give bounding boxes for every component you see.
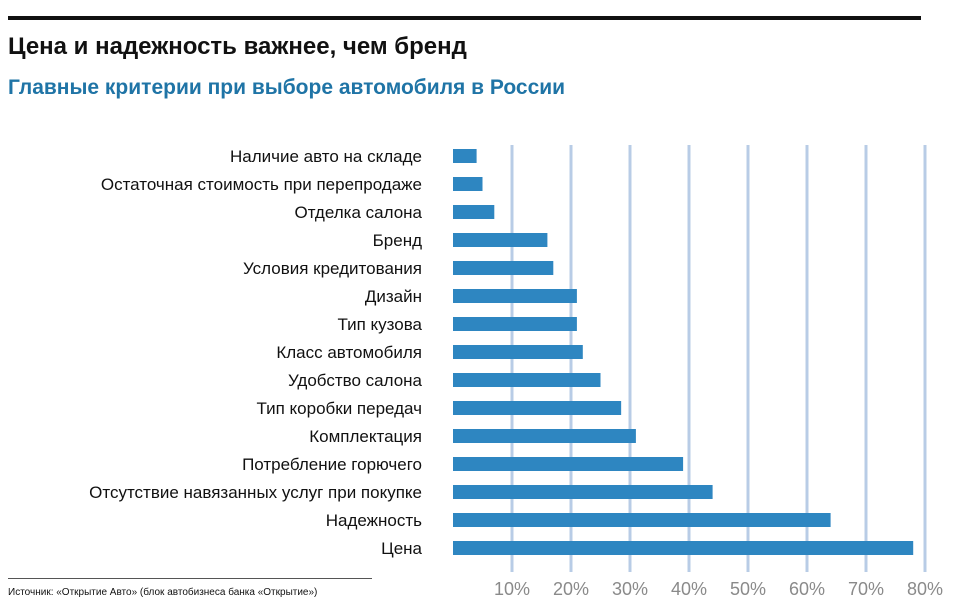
footnote-rule bbox=[8, 578, 372, 579]
bar bbox=[453, 401, 622, 415]
category-label: Цена bbox=[381, 539, 422, 558]
bar bbox=[453, 429, 636, 443]
bar bbox=[453, 541, 914, 555]
x-tick-label: 20% bbox=[553, 579, 589, 599]
category-label: Удобство салона bbox=[288, 371, 423, 390]
bar bbox=[453, 233, 548, 247]
chart-subtitle: Главные критерии при выборе автомобиля в… bbox=[8, 76, 566, 99]
x-tick-label: 70% bbox=[848, 579, 884, 599]
bar bbox=[453, 485, 713, 499]
category-label: Наличие авто на складе bbox=[230, 147, 422, 166]
bar bbox=[453, 149, 477, 163]
top-rule bbox=[8, 16, 921, 20]
category-label: Надежность bbox=[326, 511, 422, 530]
x-tick-label: 60% bbox=[789, 579, 825, 599]
x-tick-label: 80% bbox=[907, 579, 943, 599]
category-label: Тип коробки передач bbox=[256, 399, 422, 418]
bar bbox=[453, 345, 583, 359]
category-label: Остаточная стоимость при перепродаже bbox=[101, 175, 422, 194]
bar bbox=[453, 177, 483, 191]
x-tick-label: 30% bbox=[612, 579, 648, 599]
source-note: Источник: «Открытие Авто» (блок автобизн… bbox=[8, 587, 318, 598]
bar bbox=[453, 513, 831, 527]
bar bbox=[453, 261, 554, 275]
bar bbox=[453, 457, 684, 471]
category-label: Тип кузова bbox=[337, 315, 422, 334]
bar bbox=[453, 289, 577, 303]
category-label: Потребление горючего bbox=[242, 455, 422, 474]
chart-title: Цена и надежность важнее, чем бренд bbox=[8, 33, 467, 60]
category-label: Класс автомобиля bbox=[276, 343, 422, 362]
bar bbox=[453, 205, 495, 219]
x-tick-label: 10% bbox=[494, 579, 530, 599]
bar bbox=[453, 317, 577, 331]
category-label: Отсутствие навязанных услуг при покупке bbox=[89, 483, 422, 502]
category-label: Отделка салона bbox=[294, 203, 422, 222]
category-label: Дизайн bbox=[365, 287, 422, 306]
bar bbox=[453, 373, 601, 387]
x-tick-label: 50% bbox=[730, 579, 766, 599]
category-label: Комплектация bbox=[309, 427, 422, 446]
x-tick-label: 40% bbox=[671, 579, 707, 599]
category-label: Условия кредитования bbox=[243, 259, 422, 278]
category-label: Бренд bbox=[373, 231, 422, 250]
